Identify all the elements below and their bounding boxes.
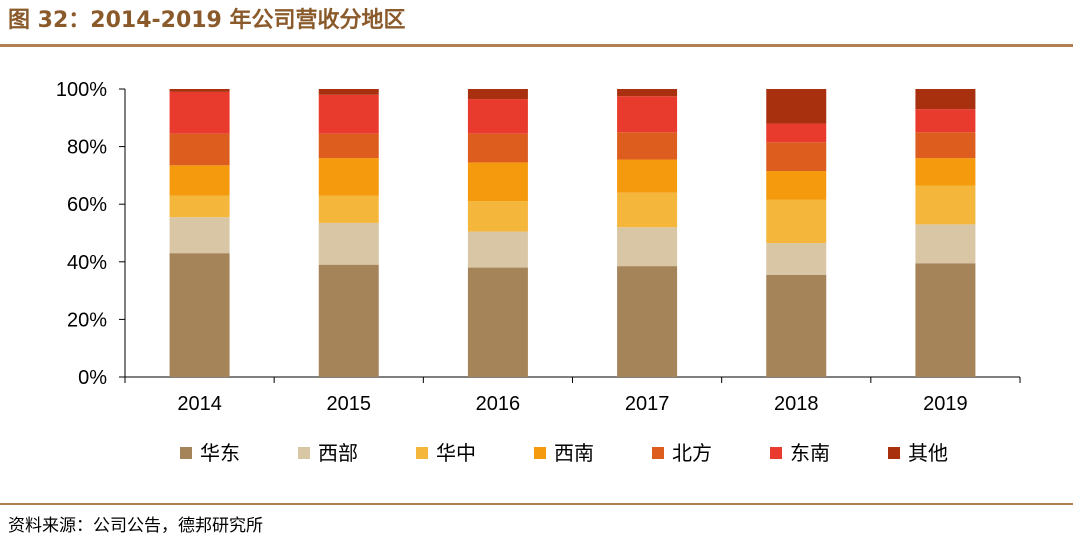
bar-segment bbox=[617, 96, 678, 133]
chart-legend: 华东 西部 华中 西南 北方 东南 其他 bbox=[180, 441, 948, 465]
legend-label: 北方 bbox=[672, 441, 712, 465]
x-tick-label: 2016 bbox=[476, 393, 521, 415]
bar-segment bbox=[915, 109, 976, 133]
bar-segment bbox=[169, 133, 230, 166]
legend-label: 华中 bbox=[436, 441, 476, 465]
bar-segment bbox=[617, 266, 678, 377]
bar-segment bbox=[766, 89, 827, 124]
bar-segment bbox=[467, 99, 528, 134]
bar-segment bbox=[169, 91, 230, 134]
legend-swatch bbox=[888, 447, 900, 459]
source-rule bbox=[0, 503, 1073, 505]
x-tick-labels: 2014 2015 2016 2017 2018 2019 bbox=[177, 393, 967, 415]
bar-segment bbox=[318, 89, 379, 95]
y-tick-label: 80% bbox=[67, 137, 107, 159]
x-tick-label: 2014 bbox=[177, 393, 222, 415]
bar-segment bbox=[169, 195, 230, 218]
x-tick-label: 2019 bbox=[923, 393, 968, 415]
bar-segment bbox=[766, 171, 827, 200]
bar-segment bbox=[318, 133, 379, 159]
legend-label: 西南 bbox=[554, 441, 594, 465]
legend-label: 其他 bbox=[908, 441, 948, 465]
y-tick-label: 0% bbox=[78, 367, 107, 389]
title-rule bbox=[0, 44, 1073, 47]
bar-segment bbox=[169, 217, 230, 254]
bar-segment bbox=[915, 89, 976, 110]
bar-segment bbox=[766, 142, 827, 172]
bar-segment bbox=[318, 195, 379, 223]
bar-segment bbox=[915, 263, 976, 377]
bar-segment bbox=[467, 162, 528, 202]
bar-segment bbox=[467, 231, 528, 268]
bar-segment bbox=[169, 253, 230, 377]
legend-swatch bbox=[180, 447, 192, 459]
bar-segment bbox=[617, 192, 678, 228]
chart-bars bbox=[169, 89, 976, 377]
y-tick-label: 100% bbox=[56, 79, 107, 101]
legend-label: 西部 bbox=[318, 441, 358, 465]
bar-segment bbox=[467, 201, 528, 232]
legend-swatch bbox=[416, 447, 428, 459]
bar-segment bbox=[766, 274, 827, 377]
x-tick-label: 2015 bbox=[327, 393, 372, 415]
bar-segment bbox=[467, 267, 528, 377]
bar-segment bbox=[766, 123, 827, 143]
bar-segment bbox=[617, 132, 678, 160]
bar-segment bbox=[318, 264, 379, 377]
x-tick-label: 2017 bbox=[625, 393, 670, 415]
bar-segment bbox=[617, 159, 678, 193]
figure-title: 图 32：2014-2019 年公司营收分地区 bbox=[8, 8, 406, 33]
bar-segment bbox=[169, 165, 230, 196]
bar-segment bbox=[169, 89, 230, 92]
bar-segment bbox=[318, 222, 379, 265]
bar-segment bbox=[915, 158, 976, 186]
bar-segment bbox=[915, 224, 976, 264]
bar-segment bbox=[318, 158, 379, 196]
chart-axes bbox=[119, 88, 1021, 383]
bar-segment bbox=[915, 132, 976, 159]
y-tick-label: 60% bbox=[67, 194, 107, 216]
y-tick-labels: 0% 20% 40% 60% 80% 100% bbox=[56, 79, 107, 389]
bar-segment bbox=[467, 89, 528, 100]
bar-segment bbox=[318, 94, 379, 134]
y-tick-label: 20% bbox=[67, 309, 107, 331]
legend-label: 东南 bbox=[790, 441, 830, 465]
y-tick-label: 40% bbox=[67, 252, 107, 274]
bar-segment bbox=[766, 243, 827, 275]
bar-segment bbox=[617, 89, 678, 97]
legend-swatch bbox=[770, 447, 782, 459]
legend-label: 华东 bbox=[200, 441, 240, 465]
bar-segment bbox=[467, 133, 528, 163]
bar-segment bbox=[617, 227, 678, 267]
legend-swatch bbox=[652, 447, 664, 459]
legend-swatch bbox=[534, 447, 546, 459]
bar-segment bbox=[766, 199, 827, 244]
x-tick-label: 2018 bbox=[774, 393, 819, 415]
legend-swatch bbox=[298, 447, 310, 459]
source-note: 资料来源：公司公告，德邦研究所 bbox=[8, 516, 263, 536]
bar-segment bbox=[915, 185, 976, 225]
